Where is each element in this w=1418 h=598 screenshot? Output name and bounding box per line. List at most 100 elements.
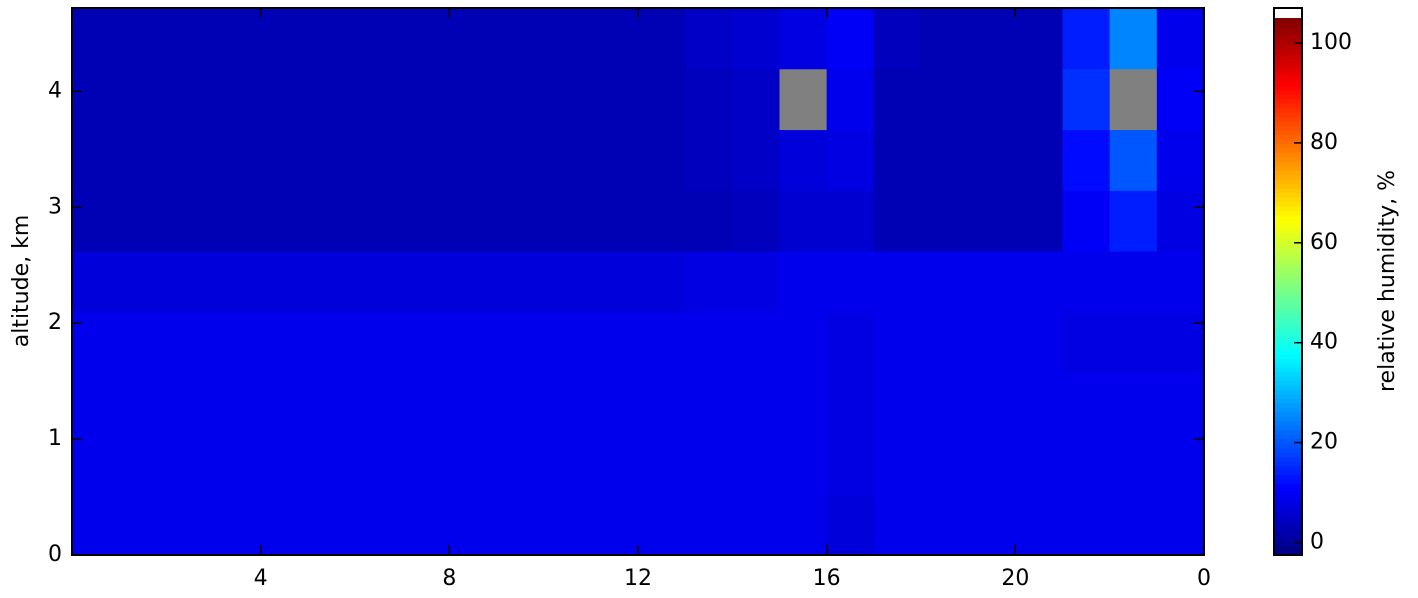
- heat-cell: [1015, 68, 1063, 131]
- heat-cell: [1156, 311, 1205, 374]
- colorbar-segment: [1274, 120, 1302, 126]
- heat-cell: [638, 251, 686, 313]
- heat-cell: [449, 190, 497, 252]
- heat-cell: [260, 8, 309, 70]
- heat-cell: [72, 433, 120, 495]
- colorbar-segment: [1274, 456, 1302, 462]
- colorbar-segment: [1274, 170, 1302, 176]
- heat-cell: [1015, 8, 1063, 70]
- heat-cell: [355, 433, 403, 495]
- heat-cell: [968, 190, 1016, 252]
- colorbar-segment: [1274, 111, 1302, 118]
- colorbar-segment: [1274, 125, 1302, 131]
- heat-cell: [873, 129, 922, 191]
- heat-cell: [166, 190, 214, 252]
- heat-cell: [119, 251, 167, 313]
- colorbar-extension: [1274, 8, 1302, 18]
- heat-cell: [968, 8, 1016, 70]
- heat-cell: [1109, 190, 1158, 252]
- heat-cell: [590, 190, 639, 252]
- heat-cell: [72, 8, 120, 70]
- heat-cell: [779, 129, 828, 191]
- colorbar-segment: [1274, 367, 1302, 373]
- heat-cell: [449, 251, 497, 313]
- colorbar-segment: [1274, 165, 1302, 171]
- colorbar-segment: [1274, 304, 1302, 310]
- heat-cell: [590, 433, 639, 495]
- heat-cell: [449, 433, 497, 495]
- colorbar-segment: [1274, 550, 1302, 556]
- heat-cell: [1015, 433, 1063, 495]
- heat-cell: [260, 190, 309, 252]
- heat-cell: [1062, 251, 1111, 313]
- heat-cell: [732, 311, 780, 374]
- colorbar-label: relative humidity, %: [1375, 170, 1400, 392]
- colorbar-tick-label: 0: [1310, 530, 1324, 555]
- heat-cell: [72, 129, 120, 191]
- heat-cell: [72, 68, 120, 131]
- colorbar-segment: [1274, 425, 1302, 431]
- colorbar-segment: [1274, 116, 1302, 122]
- colorbar-segment: [1274, 210, 1302, 216]
- heat-cell: [873, 311, 922, 374]
- heat-cell: [119, 8, 167, 70]
- heat-cell: [213, 311, 262, 374]
- heat-cell: [543, 68, 592, 131]
- colorbar-segment: [1274, 514, 1302, 520]
- heat-cell: [119, 129, 167, 191]
- colorbar-segment: [1274, 67, 1302, 73]
- colorbar-segment: [1274, 264, 1302, 270]
- heat-cell: [826, 494, 875, 556]
- colorbar-segment: [1274, 40, 1302, 46]
- colorbar-segment: [1274, 246, 1302, 252]
- heat-cell: [496, 251, 545, 313]
- heat-cell: [260, 372, 309, 434]
- y-tick-label: 4: [48, 78, 62, 103]
- x-tick-label: 12: [624, 566, 652, 591]
- heat-cell: [543, 190, 592, 252]
- colorbar-segment: [1274, 349, 1302, 355]
- heat-cell: [921, 129, 969, 191]
- heat-cell: [921, 8, 969, 70]
- heat-cell: [685, 251, 733, 313]
- colorbar-segment: [1274, 89, 1302, 95]
- heat-cell: [732, 251, 780, 313]
- colorbar-segment: [1274, 443, 1302, 449]
- colorbar-segment: [1274, 438, 1302, 444]
- colorbar-segment: [1274, 380, 1302, 386]
- heat-cell: [260, 251, 309, 313]
- heat-cell: [1109, 311, 1158, 374]
- colorbar-segment: [1274, 353, 1302, 359]
- heat-cell: [72, 311, 120, 374]
- heat-cell: [72, 251, 120, 313]
- heat-cell: [873, 68, 922, 131]
- colorbar-segment: [1274, 411, 1302, 417]
- heat-cell: [590, 494, 639, 556]
- colorbar-segment: [1274, 322, 1302, 328]
- colorbar-segment: [1274, 228, 1302, 234]
- colorbar-segment: [1274, 492, 1302, 498]
- heat-cell: [1015, 251, 1063, 313]
- heat-cell: [1015, 311, 1063, 374]
- colorbar-segment: [1274, 447, 1302, 453]
- heat-cell: [1156, 68, 1205, 131]
- colorbar-segment: [1274, 532, 1302, 538]
- colorbar-segment: [1274, 358, 1302, 364]
- heat-cell: [1062, 8, 1111, 70]
- colorbar-segment: [1274, 478, 1302, 484]
- x-tick-label: 0: [1197, 566, 1211, 591]
- colorbar-segment: [1274, 344, 1302, 350]
- colorbar-segment: [1274, 510, 1302, 516]
- x-tick-label: 4: [254, 566, 268, 591]
- heat-cell: [543, 494, 592, 556]
- heat-cell: [638, 190, 686, 252]
- heat-cell: [873, 494, 922, 556]
- heat-cell: [732, 372, 780, 434]
- heat-cell: [543, 372, 592, 434]
- heat-cell: [685, 129, 733, 191]
- heat-cell: [1156, 8, 1205, 70]
- heat-cell: [119, 372, 167, 434]
- heat-cell: [779, 372, 828, 434]
- colorbar-segment: [1274, 519, 1302, 525]
- heat-cell: [543, 251, 592, 313]
